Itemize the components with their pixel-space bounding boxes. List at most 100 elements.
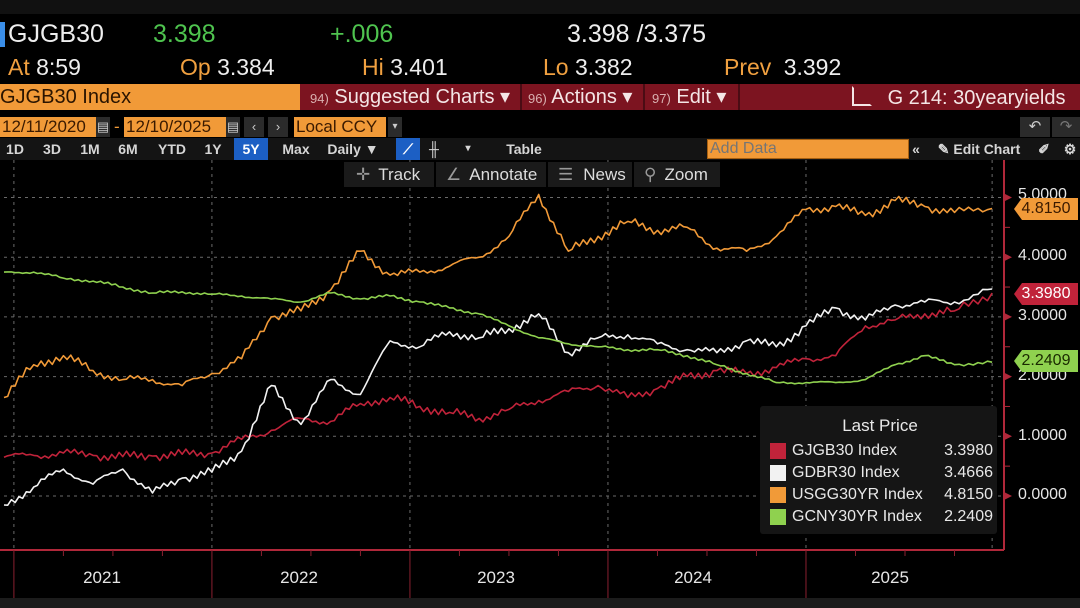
redo-icon[interactable]: ↷ xyxy=(1052,117,1080,137)
x-tick-label: 2023 xyxy=(477,568,515,587)
legend-title: Last Price xyxy=(842,416,918,435)
prev-value: 3.392 xyxy=(783,54,842,80)
legend-series-value: 3.3980 xyxy=(944,442,993,459)
zoom-tool[interactable]: ⚲ Zoom xyxy=(634,162,720,187)
y-tick-label: 4.0000 xyxy=(1018,247,1067,264)
period-button-5y[interactable]: 5Y xyxy=(234,138,268,160)
ticker-label: GJGB30 xyxy=(8,20,104,48)
period-button-ytd[interactable]: YTD xyxy=(158,141,186,157)
undo-icon[interactable]: ↶ xyxy=(1020,117,1050,137)
chart-legend: Last Price GJGB30 Index 3.3980 GDBR30 In… xyxy=(760,406,997,534)
actions-label: Actions ▾ xyxy=(551,86,633,108)
frequency-select[interactable]: Daily ▼ xyxy=(327,141,379,157)
crosshair-icon: ✛ xyxy=(356,165,371,184)
low-field: Lo 3.382 xyxy=(543,52,633,82)
end-date-input[interactable]: 12/10/2025 xyxy=(124,117,226,137)
bar-chart-icon[interactable]: ╫ xyxy=(429,141,439,157)
annotate-label: Annotate xyxy=(469,165,538,184)
legend-swatch xyxy=(770,443,786,459)
legend-series-name: GJGB30 Index xyxy=(792,442,897,459)
edit-label: Edit ▾ xyxy=(676,86,727,108)
popout-icon xyxy=(852,86,872,106)
y-tick-mark xyxy=(1004,432,1012,441)
legend-series-name: USGG30YR Index xyxy=(792,486,923,503)
series-line-gcny30yr xyxy=(3,271,993,385)
edit-chart-button[interactable]: ✎ Edit Chart xyxy=(932,138,1026,160)
line-chart-icon[interactable]: ⟋ xyxy=(396,138,420,160)
y-tick-mark xyxy=(1004,372,1012,381)
high-value: 3.401 xyxy=(390,54,448,80)
annotate-tool[interactable]: ∠ Annotate xyxy=(436,162,546,187)
edit-number: 97) xyxy=(652,91,671,106)
time-label: At xyxy=(8,54,30,80)
high-field: Hi 3.401 xyxy=(362,52,448,82)
suggested-charts-label: Suggested Charts ▾ xyxy=(334,86,511,108)
collapse-button[interactable]: « xyxy=(912,141,920,157)
x-tick-label: 2021 xyxy=(83,568,121,587)
y-tick-label: 1.0000 xyxy=(1018,427,1067,444)
time-value: 8:59 xyxy=(36,54,81,80)
calendar-icon[interactable]: ▤ xyxy=(226,117,240,137)
chart-edit-icon[interactable]: ✐ xyxy=(1038,141,1050,157)
news-label: News xyxy=(583,165,626,184)
next-period-button[interactable]: › xyxy=(268,117,288,137)
low-label: Lo xyxy=(543,54,569,80)
last-price: 3.398 xyxy=(153,20,216,48)
menu-separator xyxy=(520,84,522,110)
net-change: +.006 xyxy=(330,20,394,48)
annotate-icon: ∠ xyxy=(446,165,462,184)
track-tool[interactable]: ✛ Track xyxy=(344,162,434,187)
x-tick-label: 2025 xyxy=(871,568,909,587)
y-tick-mark xyxy=(1004,492,1012,500)
open-field: Op 3.384 xyxy=(180,52,275,82)
chart-name-link[interactable]: G 214: 30yearyields xyxy=(852,84,1065,110)
edit-chart-label: Edit Chart xyxy=(953,141,1021,157)
suggested-charts-menu[interactable]: 94) Suggested Charts ▾ xyxy=(310,84,510,110)
time-field: At 8:59 xyxy=(8,52,81,82)
start-date-input[interactable]: 12/11/2020 xyxy=(0,117,96,137)
currency-dropdown-icon[interactable]: ▾ xyxy=(388,117,402,137)
last-value-tag-gcny30yr: 2.2409 xyxy=(1014,350,1078,372)
legend-item[interactable]: GDBR30 Index 3.4666 xyxy=(770,462,995,484)
calendar-icon[interactable]: ▤ xyxy=(96,117,110,137)
security-marker xyxy=(0,22,5,47)
legend-series-name: GCNY30YR Index xyxy=(792,508,922,525)
period-button-3d[interactable]: 3D xyxy=(43,141,61,157)
legend-item[interactable]: GCNY30YR Index 2.2409 xyxy=(770,506,995,528)
pencil-icon: ✎ xyxy=(937,141,950,157)
status-strip xyxy=(0,598,1080,608)
security-input[interactable]: GJGB30 Index xyxy=(0,84,300,110)
period-button-6m[interactable]: 6M xyxy=(118,141,138,157)
period-button-max[interactable]: Max xyxy=(282,141,310,157)
period-button-1d[interactable]: 1D xyxy=(6,141,24,157)
legend-series-value: 3.4666 xyxy=(944,464,993,481)
legend-item[interactable]: USGG30YR Index 4.8150 xyxy=(770,484,995,506)
legend-series-name: GDBR30 Index xyxy=(792,464,900,481)
menu-separator xyxy=(738,84,740,110)
edit-menu[interactable]: 97) Edit ▾ xyxy=(652,84,726,110)
currency-select[interactable]: Local CCY xyxy=(294,117,386,137)
bid-ask: 3.398 /3.375 xyxy=(567,20,707,48)
prev-period-button[interactable]: ‹ xyxy=(244,117,264,137)
last-value-tag-usgg30yr: 4.8150 xyxy=(1014,198,1078,220)
zoom-label: Zoom xyxy=(664,165,708,184)
y-tick-label: 3.0000 xyxy=(1018,307,1067,324)
add-data-input[interactable] xyxy=(707,139,909,159)
table-button[interactable]: Table xyxy=(506,141,542,157)
legend-series-value: 2.2409 xyxy=(944,508,993,525)
track-label: Track xyxy=(378,165,421,184)
y-tick-mark xyxy=(1004,312,1012,321)
x-tick-label: 2024 xyxy=(674,568,712,587)
actions-menu[interactable]: 96) Actions ▾ xyxy=(528,84,632,110)
prev-label: Prev xyxy=(724,54,772,80)
gear-icon[interactable]: ⚙ xyxy=(1063,141,1077,157)
legend-series-value: 4.8150 xyxy=(944,486,993,503)
chart-type-dropdown-icon[interactable]: ▾ xyxy=(465,143,471,154)
legend-swatch xyxy=(770,487,786,503)
legend-item[interactable]: GJGB30 Index 3.3980 xyxy=(770,440,995,462)
suggested-charts-number: 94) xyxy=(310,91,329,106)
news-tool[interactable]: ☰ News xyxy=(548,162,632,187)
menu-separator xyxy=(643,84,645,110)
period-button-1y[interactable]: 1Y xyxy=(204,141,222,157)
period-button-1m[interactable]: 1M xyxy=(80,141,100,157)
